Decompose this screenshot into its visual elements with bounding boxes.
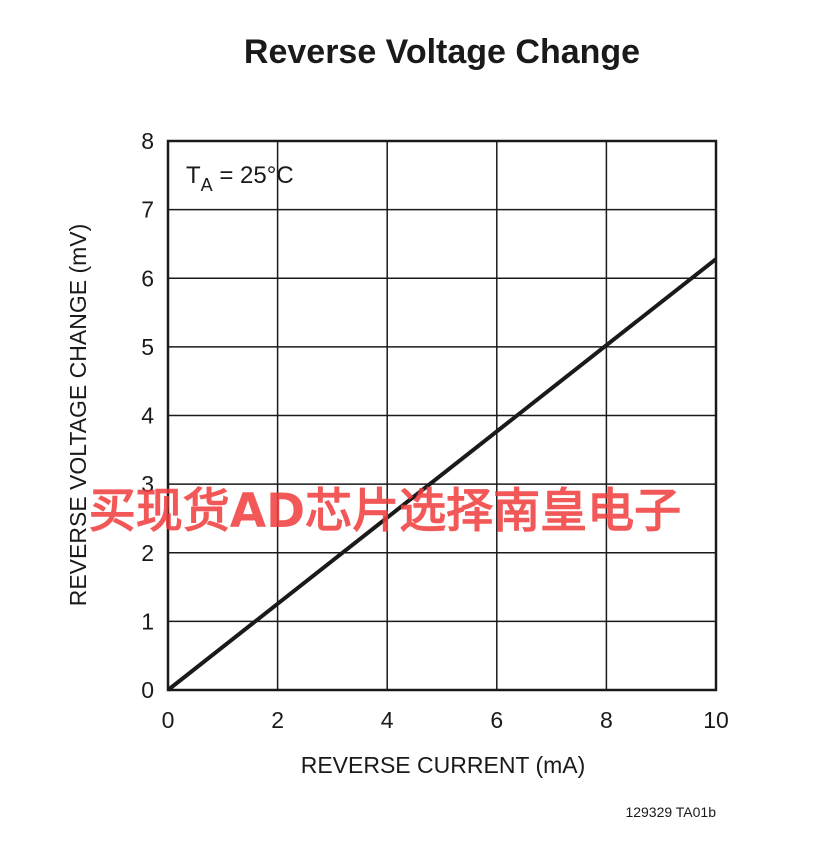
series-layer <box>166 257 718 692</box>
x-tick-label-5: 10 <box>703 707 729 733</box>
y-tick-label-4: 4 <box>141 403 154 429</box>
y-axis-label: REVERSE VOLTAGE CHANGE (mV) <box>65 224 91 607</box>
y-tick-label-5: 5 <box>141 334 154 360</box>
chart-title: Reverse Voltage Change <box>244 33 640 71</box>
watermark: 买现货AD芯片选择南皇电子 <box>89 484 681 539</box>
y-tick-label-7: 7 <box>141 197 154 223</box>
series-line-0 <box>166 257 718 692</box>
plot-frame <box>166 139 718 692</box>
annotation-main: T <box>186 162 201 189</box>
figure-id: 129329 TA01b <box>625 804 716 820</box>
y-tick-label-3: 3 <box>141 471 154 497</box>
y-tick-label-8: 8 <box>141 128 154 154</box>
grid <box>168 141 716 690</box>
annotation-subscript: A <box>201 175 213 195</box>
x-axis-label: REVERSE CURRENT (mA) <box>301 752 586 778</box>
x-tick-label-4: 8 <box>600 707 613 733</box>
temperature-annotation: TA = 25°C <box>186 162 294 195</box>
y-tick-label-1: 1 <box>141 608 154 634</box>
annotation-rest: = 25°C <box>213 162 294 189</box>
y-tick-labels: 0 1 2 3 4 5 6 7 8 <box>141 128 154 703</box>
x-tick-label-3: 6 <box>490 707 503 733</box>
y-tick-label-0: 0 <box>141 677 154 703</box>
x-tick-labels: 0 2 4 6 8 10 <box>162 707 729 733</box>
x-tick-label-0: 0 <box>162 707 175 733</box>
y-tick-label-2: 2 <box>141 540 154 566</box>
x-tick-label-2: 4 <box>381 707 394 733</box>
y-tick-label-6: 6 <box>141 265 154 291</box>
x-tick-label-1: 2 <box>271 707 284 733</box>
